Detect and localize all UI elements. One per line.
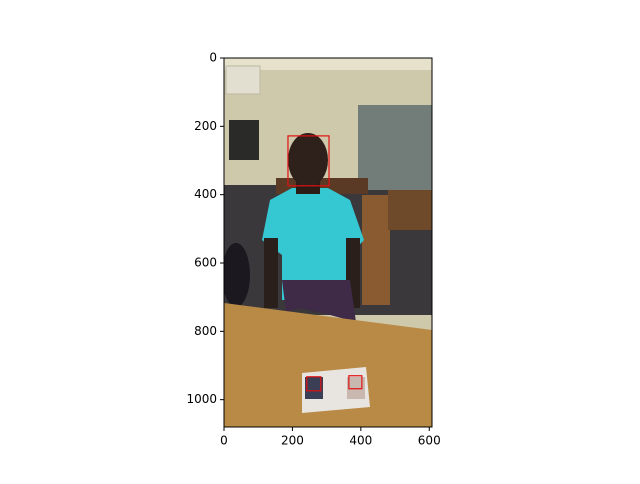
y-tick-label: 600 xyxy=(194,256,217,270)
y-tick-label: 400 xyxy=(194,187,217,201)
face-box xyxy=(306,376,322,392)
photo xyxy=(224,58,432,427)
y-tick-label: 1000 xyxy=(186,392,217,406)
axes-frame xyxy=(223,57,433,428)
x-tick-label: 600 xyxy=(418,434,441,448)
y-tick-label: 0 xyxy=(209,51,217,65)
x-tick-label: 0 xyxy=(220,434,228,448)
shirt-print xyxy=(310,214,315,230)
face-box xyxy=(287,135,330,187)
y-tick-label: 200 xyxy=(194,119,217,133)
x-tick-label: 200 xyxy=(281,434,304,448)
x-tick-label: 400 xyxy=(349,434,372,448)
y-tick-label: 800 xyxy=(194,324,217,338)
face-box xyxy=(348,375,363,390)
